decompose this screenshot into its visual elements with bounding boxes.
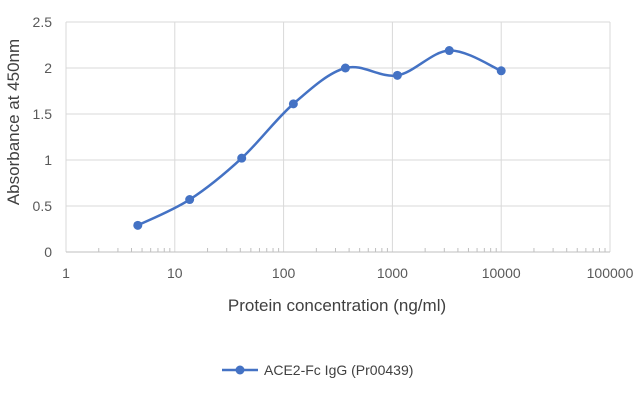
series-layer <box>133 46 506 230</box>
y-tick-label: 0 <box>44 244 52 260</box>
data-point <box>392 70 402 80</box>
data-point <box>185 195 195 205</box>
legend: ACE2-Fc IgG (Pr00439) <box>222 362 413 378</box>
series-line <box>137 49 502 227</box>
x-tick-label: 10000 <box>482 265 521 281</box>
x-tick-label: 1 <box>62 265 70 281</box>
x-tick-label: 10 <box>167 265 183 281</box>
data-point <box>340 63 350 73</box>
legend-label: ACE2-Fc IgG (Pr00439) <box>264 362 413 378</box>
data-point <box>496 66 506 76</box>
x-axis-title: Protein concentration (ng/ml) <box>228 296 446 315</box>
gridlines <box>65 21 611 252</box>
tick-labels: 0 0.5 1 1.5 2 2.5 1 10 100 1000 10000 100000 <box>33 14 634 281</box>
x-tick-label: 100000 <box>587 265 634 281</box>
y-tick-label: 2 <box>44 60 52 76</box>
x-tick-label: 1000 <box>377 265 408 281</box>
y-tick-label: 2.5 <box>33 14 53 30</box>
y-axis-title: Absorbance at 450nm <box>4 39 23 205</box>
x-tick-label: 100 <box>272 265 296 281</box>
minor-ticks <box>98 248 606 252</box>
legend-marker <box>235 365 245 375</box>
data-point <box>288 99 298 109</box>
y-tick-label: 0.5 <box>33 198 53 214</box>
y-tick-label: 1 <box>44 152 52 168</box>
data-point <box>444 46 454 56</box>
y-tick-label: 1.5 <box>33 106 53 122</box>
data-point <box>133 220 143 230</box>
data-point <box>237 153 247 163</box>
